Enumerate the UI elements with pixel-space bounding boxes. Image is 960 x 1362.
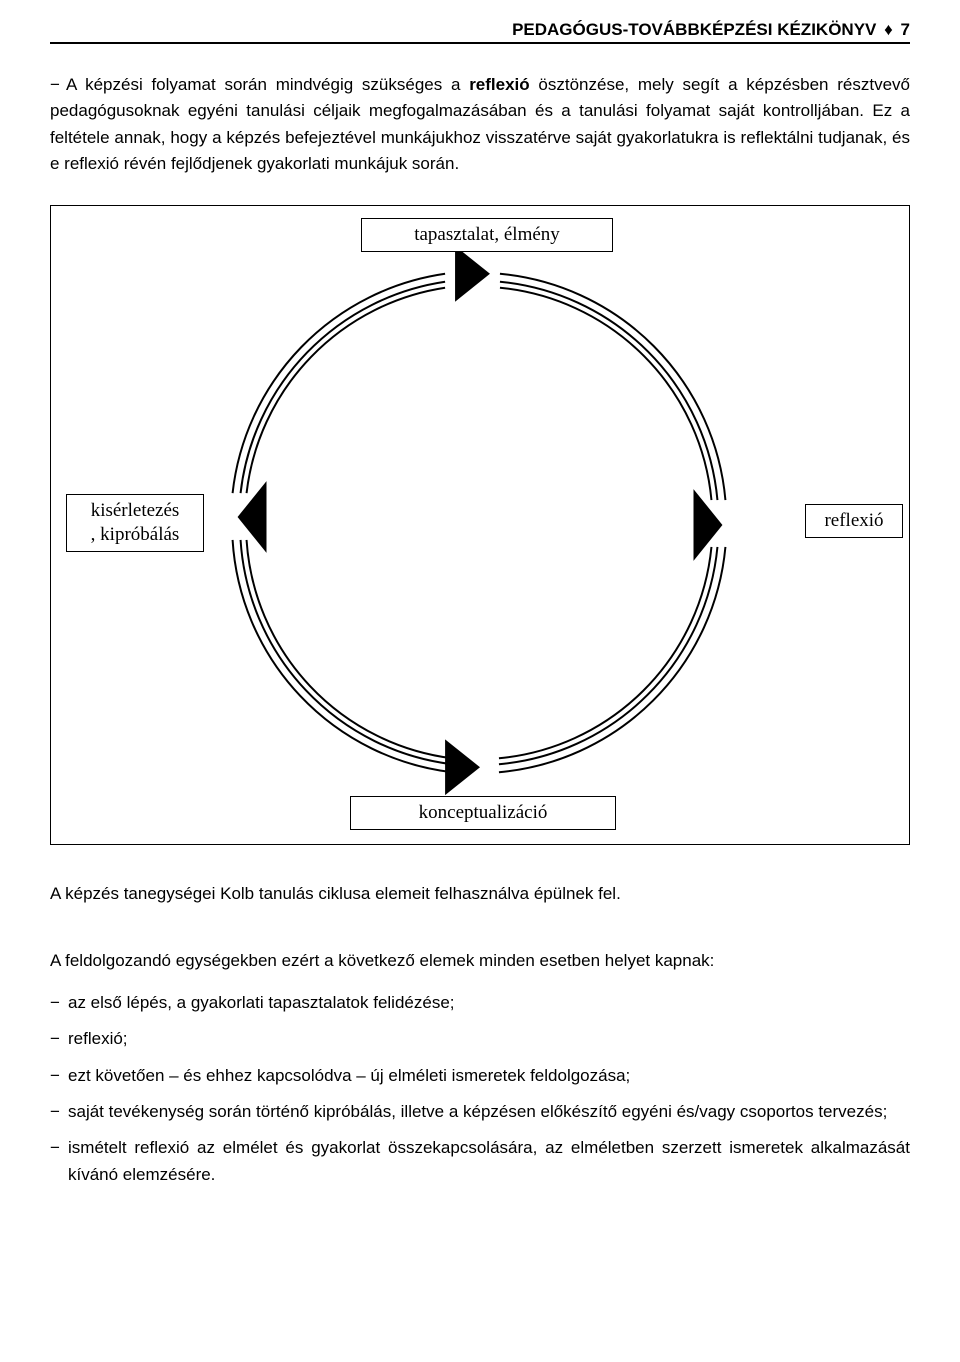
- arrowhead-left: [238, 482, 267, 554]
- arc-top-right-outer: [500, 274, 725, 500]
- header-diamond-icon: ♦: [884, 20, 893, 39]
- node-right: reflexió: [805, 504, 903, 538]
- header-title: PEDAGÓGUS-TOVÁBBKÉPZÉSI KÉZIKÖNYV: [512, 20, 876, 39]
- list-item: reflexió;: [50, 1026, 910, 1052]
- list-item: saját tevékenység során történő kipróbál…: [50, 1099, 910, 1125]
- cycle-arcs: [233, 274, 726, 772]
- list-item: ismételt reflexió az elmélet és gyakorla…: [50, 1135, 910, 1188]
- header-page-number: 7: [901, 20, 910, 39]
- kolb-cycle-diagram: tapasztalat, élmény reflexió konceptuali…: [50, 205, 910, 845]
- arc-top-right-in2: [500, 288, 712, 500]
- page-root: PEDAGÓGUS-TOVÁBBKÉPZÉSI KÉZIKÖNYV ♦ 7 −A…: [0, 0, 960, 1238]
- cycle-arrowheads: [238, 246, 723, 795]
- list-item: az első lépés, a gyakorlati tapasztalato…: [50, 990, 910, 1016]
- list-intro: A feldolgozandó egységekben ezért a köve…: [50, 948, 910, 974]
- arrowhead-top: [455, 246, 490, 302]
- arc-right-bottom-in2: [499, 547, 712, 758]
- intro-dash: −: [50, 75, 60, 94]
- arc-left-top-outer: [233, 274, 446, 493]
- intro-text-bold: reflexió: [469, 75, 529, 94]
- diagram-caption: A képzés tanegységei Kolb tanulás ciklus…: [50, 881, 910, 907]
- arc-right-bottom-outer: [499, 547, 725, 772]
- element-list: az első lépés, a gyakorlati tapasztalato…: [50, 990, 910, 1188]
- arrowhead-bottom: [445, 740, 480, 796]
- node-left: kisérletezés , kipróbálás: [66, 494, 204, 552]
- node-bottom: konceptualizáció: [350, 796, 616, 830]
- node-top: tapasztalat, élmény: [361, 218, 613, 252]
- intro-text-pre: A képzési folyamat során mindvégig szüks…: [66, 75, 469, 94]
- list-item: ezt követően – és ehhez kapcsolódva – új…: [50, 1063, 910, 1089]
- page-header: PEDAGÓGUS-TOVÁBBKÉPZÉSI KÉZIKÖNYV ♦ 7: [50, 20, 910, 44]
- intro-paragraph: −A képzési folyamat során mindvégig szük…: [50, 72, 910, 177]
- arc-bottom-left-outer: [233, 540, 452, 772]
- arc-left-top-mid: [238, 279, 446, 493]
